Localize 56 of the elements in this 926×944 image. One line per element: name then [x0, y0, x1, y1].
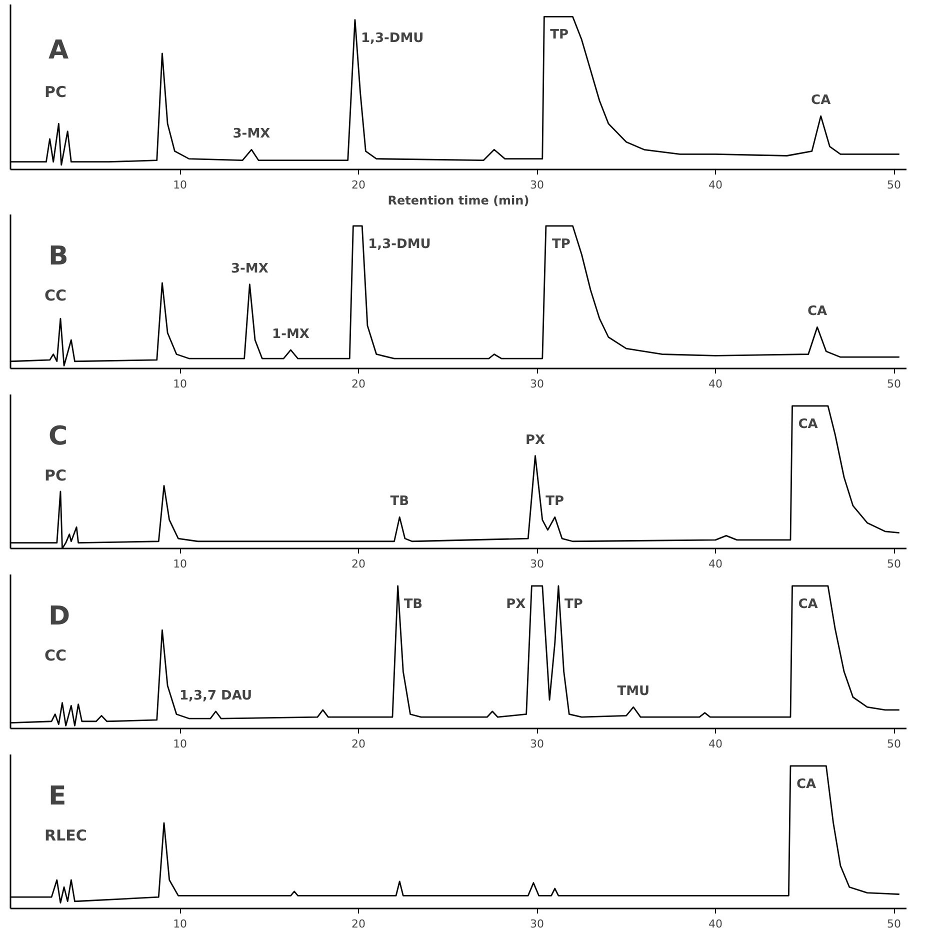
- x-tick-label: 50: [887, 178, 902, 192]
- annotation: 1,3,7 DAU: [179, 688, 252, 704]
- annotation: 1,3-DMU: [368, 236, 431, 252]
- text: CC: [44, 646, 67, 664]
- text: A: [48, 36, 69, 66]
- x-axis-title: Retention time (min): [388, 194, 530, 208]
- x-tick-label: 10: [173, 558, 188, 570]
- x-tick-label: 30: [530, 738, 544, 750]
- x-tick-label: 50: [887, 918, 902, 930]
- annotation: TB: [404, 596, 423, 612]
- x-tick-label: 30: [530, 178, 544, 192]
- x-tick-label: 50: [887, 558, 902, 570]
- annotation: PX: [506, 596, 526, 612]
- x-tick-label: 30: [530, 558, 544, 570]
- x-tick-label: 30: [530, 918, 544, 930]
- annotation: CA: [798, 596, 818, 612]
- x-tick-label: 20: [352, 558, 366, 570]
- annotation: TP: [552, 236, 570, 252]
- x-tick-label: 50: [887, 378, 902, 390]
- annotation: TMU: [617, 684, 650, 700]
- x-tick-label: 40: [708, 738, 723, 750]
- x-tick-label: 10: [173, 918, 188, 930]
- text: C: [48, 422, 68, 452]
- x-tick-label: 20: [352, 918, 366, 930]
- x-tick-label: 20: [352, 178, 366, 192]
- text: CC: [44, 286, 67, 304]
- annotation: 3-MX: [230, 261, 268, 276]
- text: RLEC: [44, 826, 87, 844]
- text: B: [48, 242, 68, 272]
- x-tick-label: 50: [887, 738, 902, 750]
- annotation: 3-MX: [232, 126, 270, 142]
- x-tick-label: 40: [708, 918, 723, 930]
- annotation: CA: [811, 93, 831, 108]
- x-tick-label: 40: [708, 558, 723, 570]
- text: PC: [44, 466, 67, 484]
- x-tick-label: 10: [173, 378, 188, 390]
- annotation: 1,3-DMU: [360, 30, 424, 46]
- x-tick-label: 10: [173, 738, 188, 750]
- text: E: [48, 782, 66, 812]
- annotation: TP: [550, 28, 569, 43]
- annotation: 1-MX: [272, 326, 310, 342]
- x-tick-label: 10: [173, 178, 188, 192]
- text: PC: [44, 82, 67, 101]
- annotation: TP: [546, 494, 564, 510]
- annotation: TP: [564, 596, 583, 612]
- annotation: CA: [796, 776, 816, 792]
- annotation: CA: [807, 304, 828, 320]
- x-tick-label: 20: [352, 378, 366, 390]
- annotation: PX: [525, 432, 546, 448]
- annotation: TB: [390, 494, 409, 510]
- annotation: CA: [798, 416, 818, 432]
- x-tick-label: 40: [708, 178, 723, 192]
- x-tick-label: 30: [530, 378, 544, 390]
- text: D: [48, 602, 70, 632]
- x-tick-label: 20: [352, 738, 366, 750]
- x-tick-label: 40: [708, 378, 723, 390]
